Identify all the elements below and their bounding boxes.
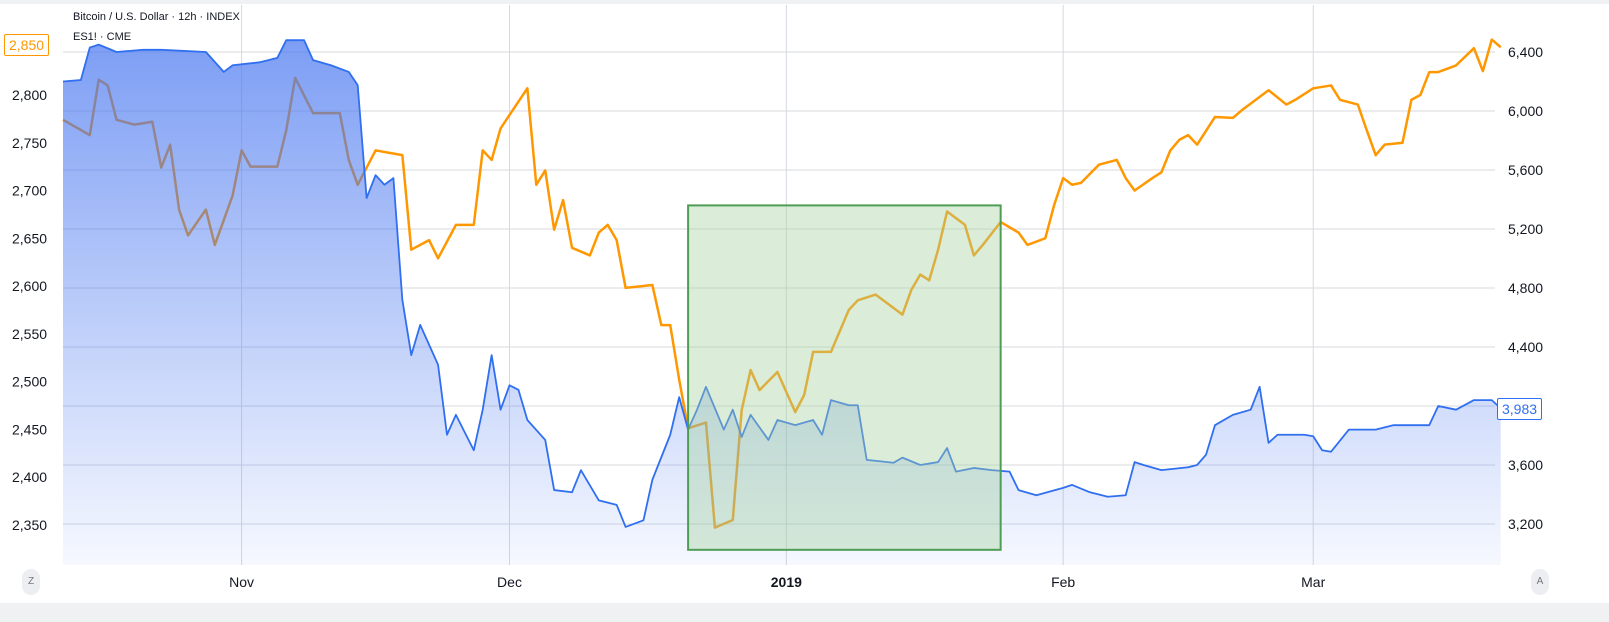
btc-area [63, 40, 1501, 565]
right-axis: 6,400 6,000 5,600 5,200 4,800 4,400 3,600 3,200 [1508, 44, 1543, 532]
time-tick-label: Nov [229, 574, 254, 590]
right-tick-label: 4,400 [1508, 339, 1543, 355]
left-tick-label: 2,550 [12, 326, 47, 342]
right-tick-label: 6,000 [1508, 103, 1543, 119]
left-tick-label: 2,700 [12, 183, 47, 199]
legend-es: ES1! · CME [73, 31, 132, 43]
left-axis: 2,800 2,750 2,700 2,650 2,600 2,550 2,500 2,450… [12, 87, 47, 533]
es-last-value-badge: 2,850 [4, 34, 50, 56]
time-axis[interactable]: Nov Dec 2019 Feb Mar [229, 574, 1325, 590]
left-tick-label: 2,800 [12, 87, 47, 103]
time-tick-label: Feb [1051, 574, 1075, 590]
right-tick-label: 4,800 [1508, 280, 1543, 296]
btc-last-value-badge: 3,983 [1497, 398, 1543, 420]
left-tick-label: 2,350 [12, 517, 47, 533]
left-tick-label: 2,450 [12, 421, 47, 437]
time-tick-label: 2019 [771, 574, 802, 590]
left-tick-label: 2,650 [12, 230, 47, 246]
annotations[interactable] [687, 204, 1002, 551]
bottom-border [0, 603, 1609, 622]
legend-btc: Bitcoin / U.S. Dollar · 12h · INDEX [73, 11, 240, 23]
time-tick-label: Mar [1301, 574, 1325, 590]
time-tick-label: Dec [497, 574, 522, 590]
left-tick-label: 2,750 [12, 135, 47, 151]
right-tick-label: 3,200 [1508, 516, 1543, 532]
top-border [0, 0, 1609, 4]
left-tick-label: 2,600 [12, 278, 47, 294]
right-tick-label: 3,600 [1508, 457, 1543, 473]
btc-series [62, 39, 1502, 565]
highlight-rectangle [687, 204, 1002, 551]
right-tick-label: 5,600 [1508, 162, 1543, 178]
left-tick-label: 2,400 [12, 469, 47, 485]
auto-scale-toggle-button[interactable]: A [1531, 569, 1549, 595]
btc-line [62, 39, 1502, 528]
right-tick-label: 5,200 [1508, 221, 1543, 237]
right-tick-label: 6,400 [1508, 44, 1543, 60]
left-tick-label: 2,500 [12, 374, 47, 390]
log-scale-toggle-button[interactable]: Z [22, 569, 40, 595]
